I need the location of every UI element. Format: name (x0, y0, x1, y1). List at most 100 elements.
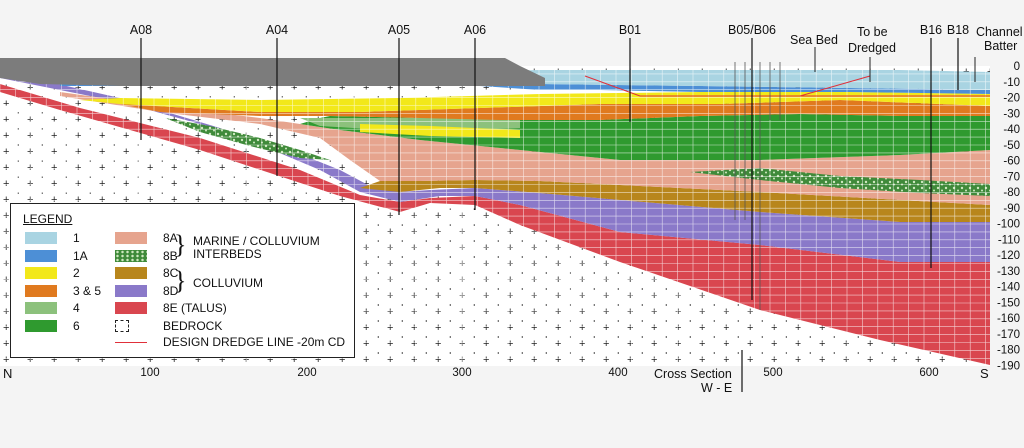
y-tick-label: -70 (1003, 171, 1020, 183)
legend-label: 8C (163, 266, 179, 280)
legend: LEGEND 1 1A 2 3 & 5 4 6 8A 8B 8C 8D 8E (TALUS) BED… (10, 203, 355, 358)
y-tick-label: -180 (997, 345, 1020, 357)
layer-8e (0, 84, 990, 365)
marine-colluvium-line-1: MARINE / COLLUVIUM (193, 234, 320, 248)
y-tick-label: -40 (1003, 124, 1020, 136)
x-tick-label: 500 (763, 367, 782, 379)
legend-swatch (115, 319, 129, 332)
x-tick-label: 600 (919, 367, 938, 379)
y-axis: 0 -10 -20 -30 -40 -50 -60 -70 -80 -90 -100 -110 -120… (997, 61, 1020, 372)
y-tick-label: -80 (1003, 187, 1020, 199)
borehole-label: B05/B06 (728, 23, 776, 37)
borehole-label: A04 (266, 23, 288, 37)
borehole-label: B01 (619, 23, 641, 37)
legend-item: BEDROCK (115, 319, 222, 333)
y-tick-label: -90 (1003, 203, 1020, 215)
y-tick-label: -120 (997, 250, 1020, 262)
legend-label: 8B (163, 248, 178, 263)
brace-colluvium: } (174, 266, 187, 295)
y-tick-label: -100 (997, 219, 1020, 231)
y-tick-label: -110 (998, 234, 1020, 246)
legend-item: 3 & 5 (25, 284, 101, 298)
borehole-label: A06 (464, 23, 486, 37)
y-tick-label: -160 (997, 313, 1020, 325)
legend-label: 2 (73, 266, 80, 280)
legend-label: 3 & 5 (73, 283, 102, 298)
legend-item: 8B (115, 249, 178, 263)
channel-batter-label-2: Batter (984, 39, 1017, 53)
legend-label: 6 (73, 318, 80, 333)
x-axis: 100 200 300 400 500 600 (140, 367, 938, 379)
cross-section-label-2: W - E (701, 381, 732, 395)
dredge-line (584, 75, 990, 97)
legend-swatch (25, 232, 57, 244)
legend-swatch (25, 284, 57, 297)
borehole-label: A05 (388, 23, 410, 37)
layer-8b-lens-2 (690, 168, 990, 196)
legend-label: BEDROCK (163, 318, 223, 333)
layer-2 (80, 92, 990, 112)
legend-title: LEGEND (23, 212, 73, 226)
legend-label: 8A (163, 231, 178, 245)
marine-colluvium-line-2: INTERBEDS (193, 247, 262, 261)
legend-item: 8C (115, 266, 178, 280)
y-tick-label: -10 (1003, 77, 1020, 89)
y-tick-label: -190 (997, 360, 1020, 372)
y-tick-label: -140 (997, 282, 1020, 294)
borehole-label: B16 (920, 23, 942, 37)
borehole-label: A08 (130, 23, 152, 37)
legend-label: 8E (TALUS) (163, 301, 227, 315)
layer-8c (360, 180, 990, 222)
brace-marine: } (174, 230, 187, 259)
borehole-lines (140, 38, 959, 300)
x-tick-label: 100 (140, 367, 159, 379)
legend-label: 4 (73, 301, 80, 315)
label-arrows (814, 47, 976, 82)
legend-label: 8D (163, 283, 179, 298)
layer-1a (60, 82, 990, 94)
seabed-probes (734, 62, 781, 310)
channel-batter-label-1: Channel (976, 25, 1023, 39)
legend-item: 8D (115, 284, 178, 298)
legend-item: 1 (25, 231, 80, 245)
legend-item: 8A (115, 231, 178, 245)
y-tick-label: -150 (997, 297, 1020, 309)
legend-swatch (115, 302, 147, 314)
y-tick-label: 0 (1014, 61, 1020, 73)
dredge-line-swatch (115, 341, 147, 343)
legend-swatch (25, 249, 57, 262)
legend-swatch (25, 319, 57, 332)
layer-8d (0, 70, 990, 262)
colluvium-label: COLLUVIUM (193, 276, 264, 290)
legend-label: 1A (73, 248, 88, 263)
reclamation-fill (0, 58, 545, 86)
layer-2-lens (360, 124, 520, 138)
legend-item: 8E (TALUS) (115, 301, 227, 315)
legend-item: 1A (25, 249, 88, 263)
legend-item: 4 (25, 301, 80, 315)
x-tick-label: 200 (297, 367, 316, 379)
borehole-labels: A08 A04 A05 A06 B01 B05/B06 B16 B18 (130, 23, 969, 37)
legend-swatch (25, 302, 57, 314)
y-tick-label: -50 (1003, 140, 1020, 152)
layer-8b-lens-1 (165, 118, 330, 160)
x-tick-label: 400 (608, 367, 627, 379)
legend-item: 2 (25, 266, 80, 280)
marine-colluvium-label: MARINE / COLLUVIUM INTERBEDS (193, 235, 320, 261)
north-label: N (3, 366, 12, 381)
legend-dredge-line: DESIGN DREDGE LINE -20m CD (115, 335, 345, 349)
legend-swatch (115, 267, 147, 279)
dredge-line-label: DESIGN DREDGE LINE -20m CD (163, 335, 346, 349)
south-label: S (980, 366, 989, 381)
legend-swatch (25, 267, 57, 279)
to-be-dredged-label-2: Dredged (848, 41, 896, 55)
legend-label: 1 (73, 231, 80, 245)
legend-swatch (115, 284, 147, 297)
x-tick-label: 300 (452, 367, 471, 379)
cross-section-label-1: Cross Section (654, 367, 732, 381)
y-tick-label: -170 (997, 329, 1020, 341)
y-tick-label: -20 (1003, 93, 1020, 105)
sea-bed-label: Sea Bed (790, 33, 838, 47)
